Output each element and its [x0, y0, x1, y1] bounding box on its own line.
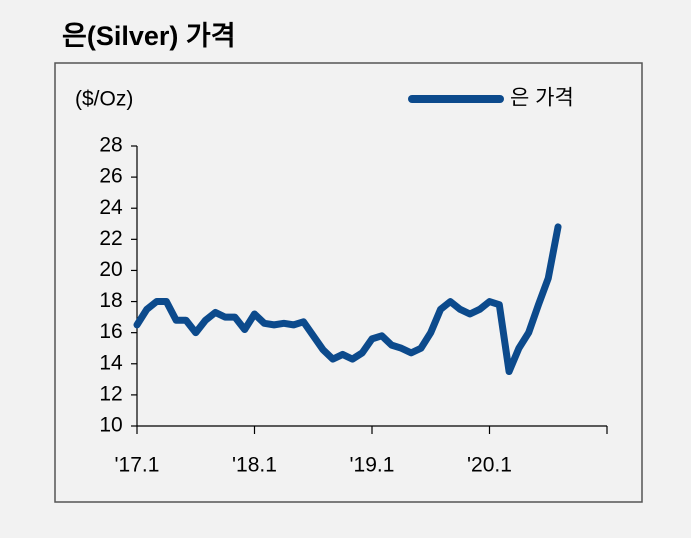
y-tick-label: 18 [99, 289, 122, 312]
y-axis-label: ($/Oz) [75, 88, 133, 111]
y-tick-label: 14 [99, 351, 123, 374]
x-tick-label: '17.1 [115, 454, 160, 477]
chart-title: 은(Silver) 가격 [62, 21, 236, 51]
y-tick-label: 24 [99, 196, 123, 219]
y-tick-label: 16 [99, 320, 122, 343]
y-tick-label: 22 [99, 227, 122, 250]
x-tick-label: '18.1 [232, 454, 277, 477]
x-tick-label: '19.1 [350, 454, 395, 477]
series-line [133, 223, 562, 376]
y-tick-label: 26 [99, 165, 122, 188]
y-tick-label: 10 [99, 414, 122, 437]
legend-label: 은 가격 [510, 87, 574, 110]
x-tick-label: '20.1 [467, 454, 512, 477]
chart-frame [54, 62, 643, 503]
y-tick-label: 12 [99, 382, 122, 405]
y-tick-label: 28 [99, 134, 122, 157]
y-tick-label: 20 [99, 258, 122, 281]
